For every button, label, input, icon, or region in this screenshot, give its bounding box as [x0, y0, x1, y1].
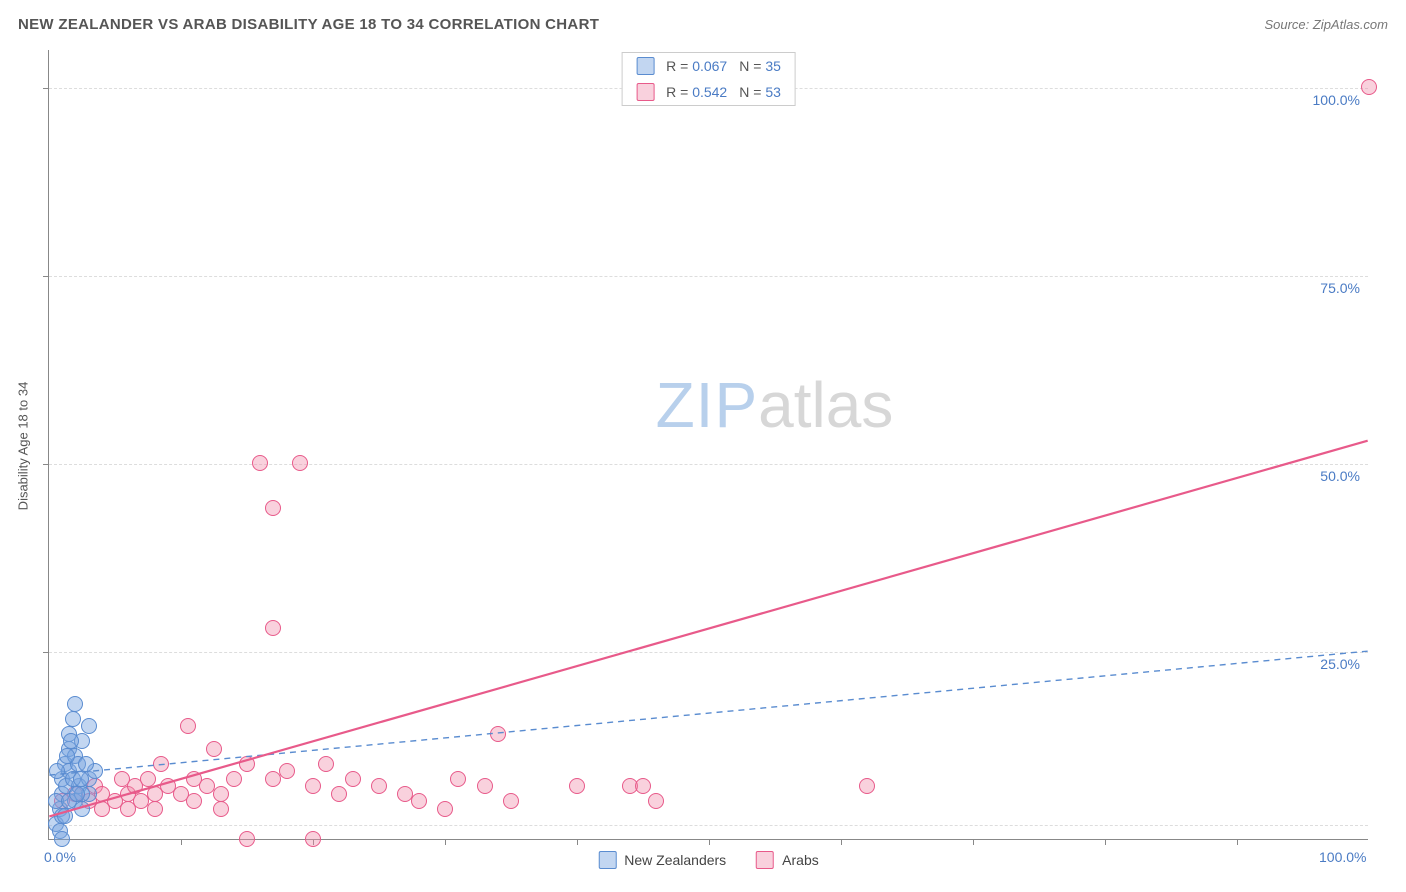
data-point-arab — [239, 756, 255, 772]
data-point-arab — [859, 778, 875, 794]
data-point-arab — [490, 726, 506, 742]
legend-row-arab: R = 0.542 N = 53 — [622, 79, 795, 105]
data-point-arab — [226, 771, 242, 787]
data-point-nz — [59, 748, 75, 764]
data-point-arab — [292, 455, 308, 471]
data-point-nz — [54, 831, 70, 847]
watermark: ZIPatlas — [656, 368, 894, 442]
data-point-arab — [94, 801, 110, 817]
data-point-arab — [371, 778, 387, 794]
series-legend: New Zealanders Arabs — [598, 851, 819, 869]
data-point-nz — [67, 696, 83, 712]
gridline — [49, 825, 1368, 826]
data-point-arab — [186, 793, 202, 809]
y-axis-label: Disability Age 18 to 34 — [16, 382, 31, 511]
y-tick-label: 100.0% — [1313, 92, 1360, 108]
trend-lines — [49, 50, 1368, 839]
x-tick-label: 0.0% — [44, 849, 76, 865]
data-point-arab — [213, 801, 229, 817]
data-point-arab — [140, 771, 156, 787]
data-point-arab — [305, 778, 321, 794]
gridline — [49, 276, 1368, 277]
data-point-arab — [265, 500, 281, 516]
data-point-nz — [73, 771, 89, 787]
data-point-arab — [206, 741, 222, 757]
legend-item-arab: Arabs — [756, 851, 819, 869]
data-point-nz — [49, 763, 65, 779]
data-point-arab — [437, 801, 453, 817]
source-attribution: Source: ZipAtlas.com — [1264, 17, 1388, 32]
chart-header: NEW ZEALANDER VS ARAB DISABILITY AGE 18 … — [0, 0, 1406, 40]
correlation-legend: R = 0.067 N = 35 R = 0.542 N = 53 — [621, 52, 796, 106]
data-point-arab — [252, 455, 268, 471]
legend-item-nz: New Zealanders — [598, 851, 726, 869]
data-point-arab — [450, 771, 466, 787]
data-point-nz — [63, 733, 79, 749]
swatch-arab — [636, 83, 654, 101]
data-point-arab — [331, 786, 347, 802]
swatch-nz-icon — [598, 851, 616, 869]
data-point-arab — [279, 763, 295, 779]
chart-title: NEW ZEALANDER VS ARAB DISABILITY AGE 18 … — [18, 16, 599, 33]
y-tick-label: 25.0% — [1320, 656, 1360, 672]
scatter-chart: ZIPatlas R = 0.067 N = 35 R = 0.542 N = … — [48, 50, 1368, 840]
data-point-arab — [153, 756, 169, 772]
swatch-arab-icon — [756, 851, 774, 869]
legend-row-nz: R = 0.067 N = 35 — [622, 53, 795, 79]
data-point-arab — [569, 778, 585, 794]
data-point-arab — [239, 831, 255, 847]
data-point-nz — [69, 786, 85, 802]
data-point-arab — [648, 793, 664, 809]
data-point-arab — [305, 831, 321, 847]
swatch-nz — [636, 57, 654, 75]
data-point-nz — [81, 718, 97, 734]
x-tick-label: 100.0% — [1319, 849, 1366, 865]
data-point-arab — [477, 778, 493, 794]
data-point-arab — [147, 801, 163, 817]
data-point-arab — [180, 718, 196, 734]
data-point-nz — [78, 756, 94, 772]
data-point-arab — [318, 756, 334, 772]
data-point-arab — [635, 778, 651, 794]
data-point-arab — [411, 793, 427, 809]
data-point-arab — [345, 771, 361, 787]
data-point-arab — [120, 801, 136, 817]
y-tick-label: 50.0% — [1320, 468, 1360, 484]
data-point-arab — [213, 786, 229, 802]
data-point-arab — [503, 793, 519, 809]
data-point-arab — [265, 620, 281, 636]
y-tick-label: 75.0% — [1320, 280, 1360, 296]
gridline — [49, 464, 1368, 465]
data-point-nz — [57, 808, 73, 824]
data-point-nz — [65, 711, 81, 727]
data-point-arab — [1361, 79, 1377, 95]
gridline — [49, 652, 1368, 653]
